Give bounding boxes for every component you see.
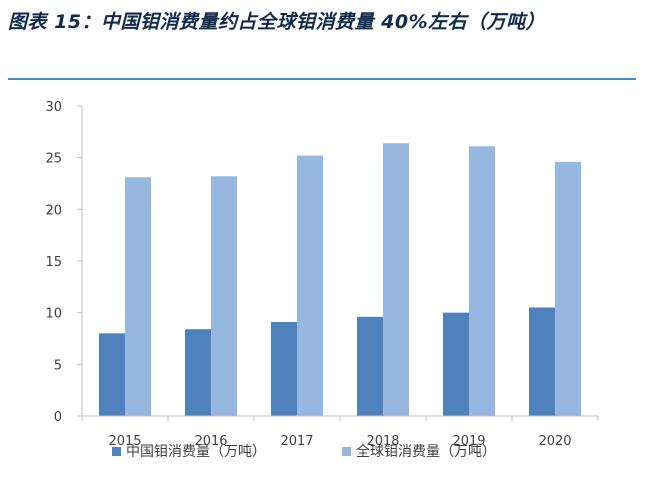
axes-group bbox=[77, 105, 599, 421]
bar-global-2015 bbox=[125, 177, 151, 416]
legend-swatch-global bbox=[342, 447, 351, 456]
bar-china-2017 bbox=[271, 321, 297, 416]
y-tick-label: 25 bbox=[45, 152, 62, 167]
bar-global-2016 bbox=[211, 176, 237, 416]
x-tick-label: 2019 bbox=[452, 434, 485, 449]
x-tick-label: 2020 bbox=[538, 434, 571, 449]
legend-label-global: 全球钼消费量（万吨） bbox=[356, 443, 496, 460]
figure-title: 图表 15：中国钼消费量约占全球钼消费量 40%左右（万吨） bbox=[8, 11, 546, 33]
bar-china-2015 bbox=[99, 333, 125, 416]
bar-global-2017 bbox=[297, 155, 323, 416]
bar-global-2020 bbox=[555, 161, 581, 416]
y-tick-label: 30 bbox=[45, 100, 62, 115]
title-divider bbox=[8, 78, 636, 80]
x-tick-label: 2015 bbox=[108, 434, 141, 449]
bar-china-2018 bbox=[357, 316, 383, 416]
bar-china-2020 bbox=[529, 307, 555, 416]
y-tick-label: 10 bbox=[45, 307, 62, 322]
bars-group bbox=[99, 143, 581, 417]
y-tick-label: 15 bbox=[45, 255, 62, 270]
legend-swatch-china bbox=[112, 447, 121, 456]
y-tick-label: 5 bbox=[54, 358, 62, 373]
x-tick-label: 2017 bbox=[280, 434, 313, 449]
x-tick-labels: 2015 2016 2017 2018 2019 2020 bbox=[108, 434, 571, 449]
legend: 中国钼消费量（万吨） 全球钼消费量（万吨） bbox=[112, 443, 496, 460]
bar-global-2018 bbox=[383, 143, 409, 416]
legend-label-china: 中国钼消费量（万吨） bbox=[126, 444, 266, 460]
y-tick-labels: 0 5 10 15 20 25 30 bbox=[45, 100, 62, 425]
x-tick-label: 2018 bbox=[366, 434, 399, 449]
y-tick-label: 0 bbox=[54, 410, 62, 425]
bar-china-2019 bbox=[443, 312, 469, 416]
bar-china-2016 bbox=[185, 329, 211, 416]
bar-global-2019 bbox=[469, 146, 495, 417]
y-tick-label: 20 bbox=[45, 203, 62, 218]
x-tick-label: 2016 bbox=[194, 434, 227, 449]
